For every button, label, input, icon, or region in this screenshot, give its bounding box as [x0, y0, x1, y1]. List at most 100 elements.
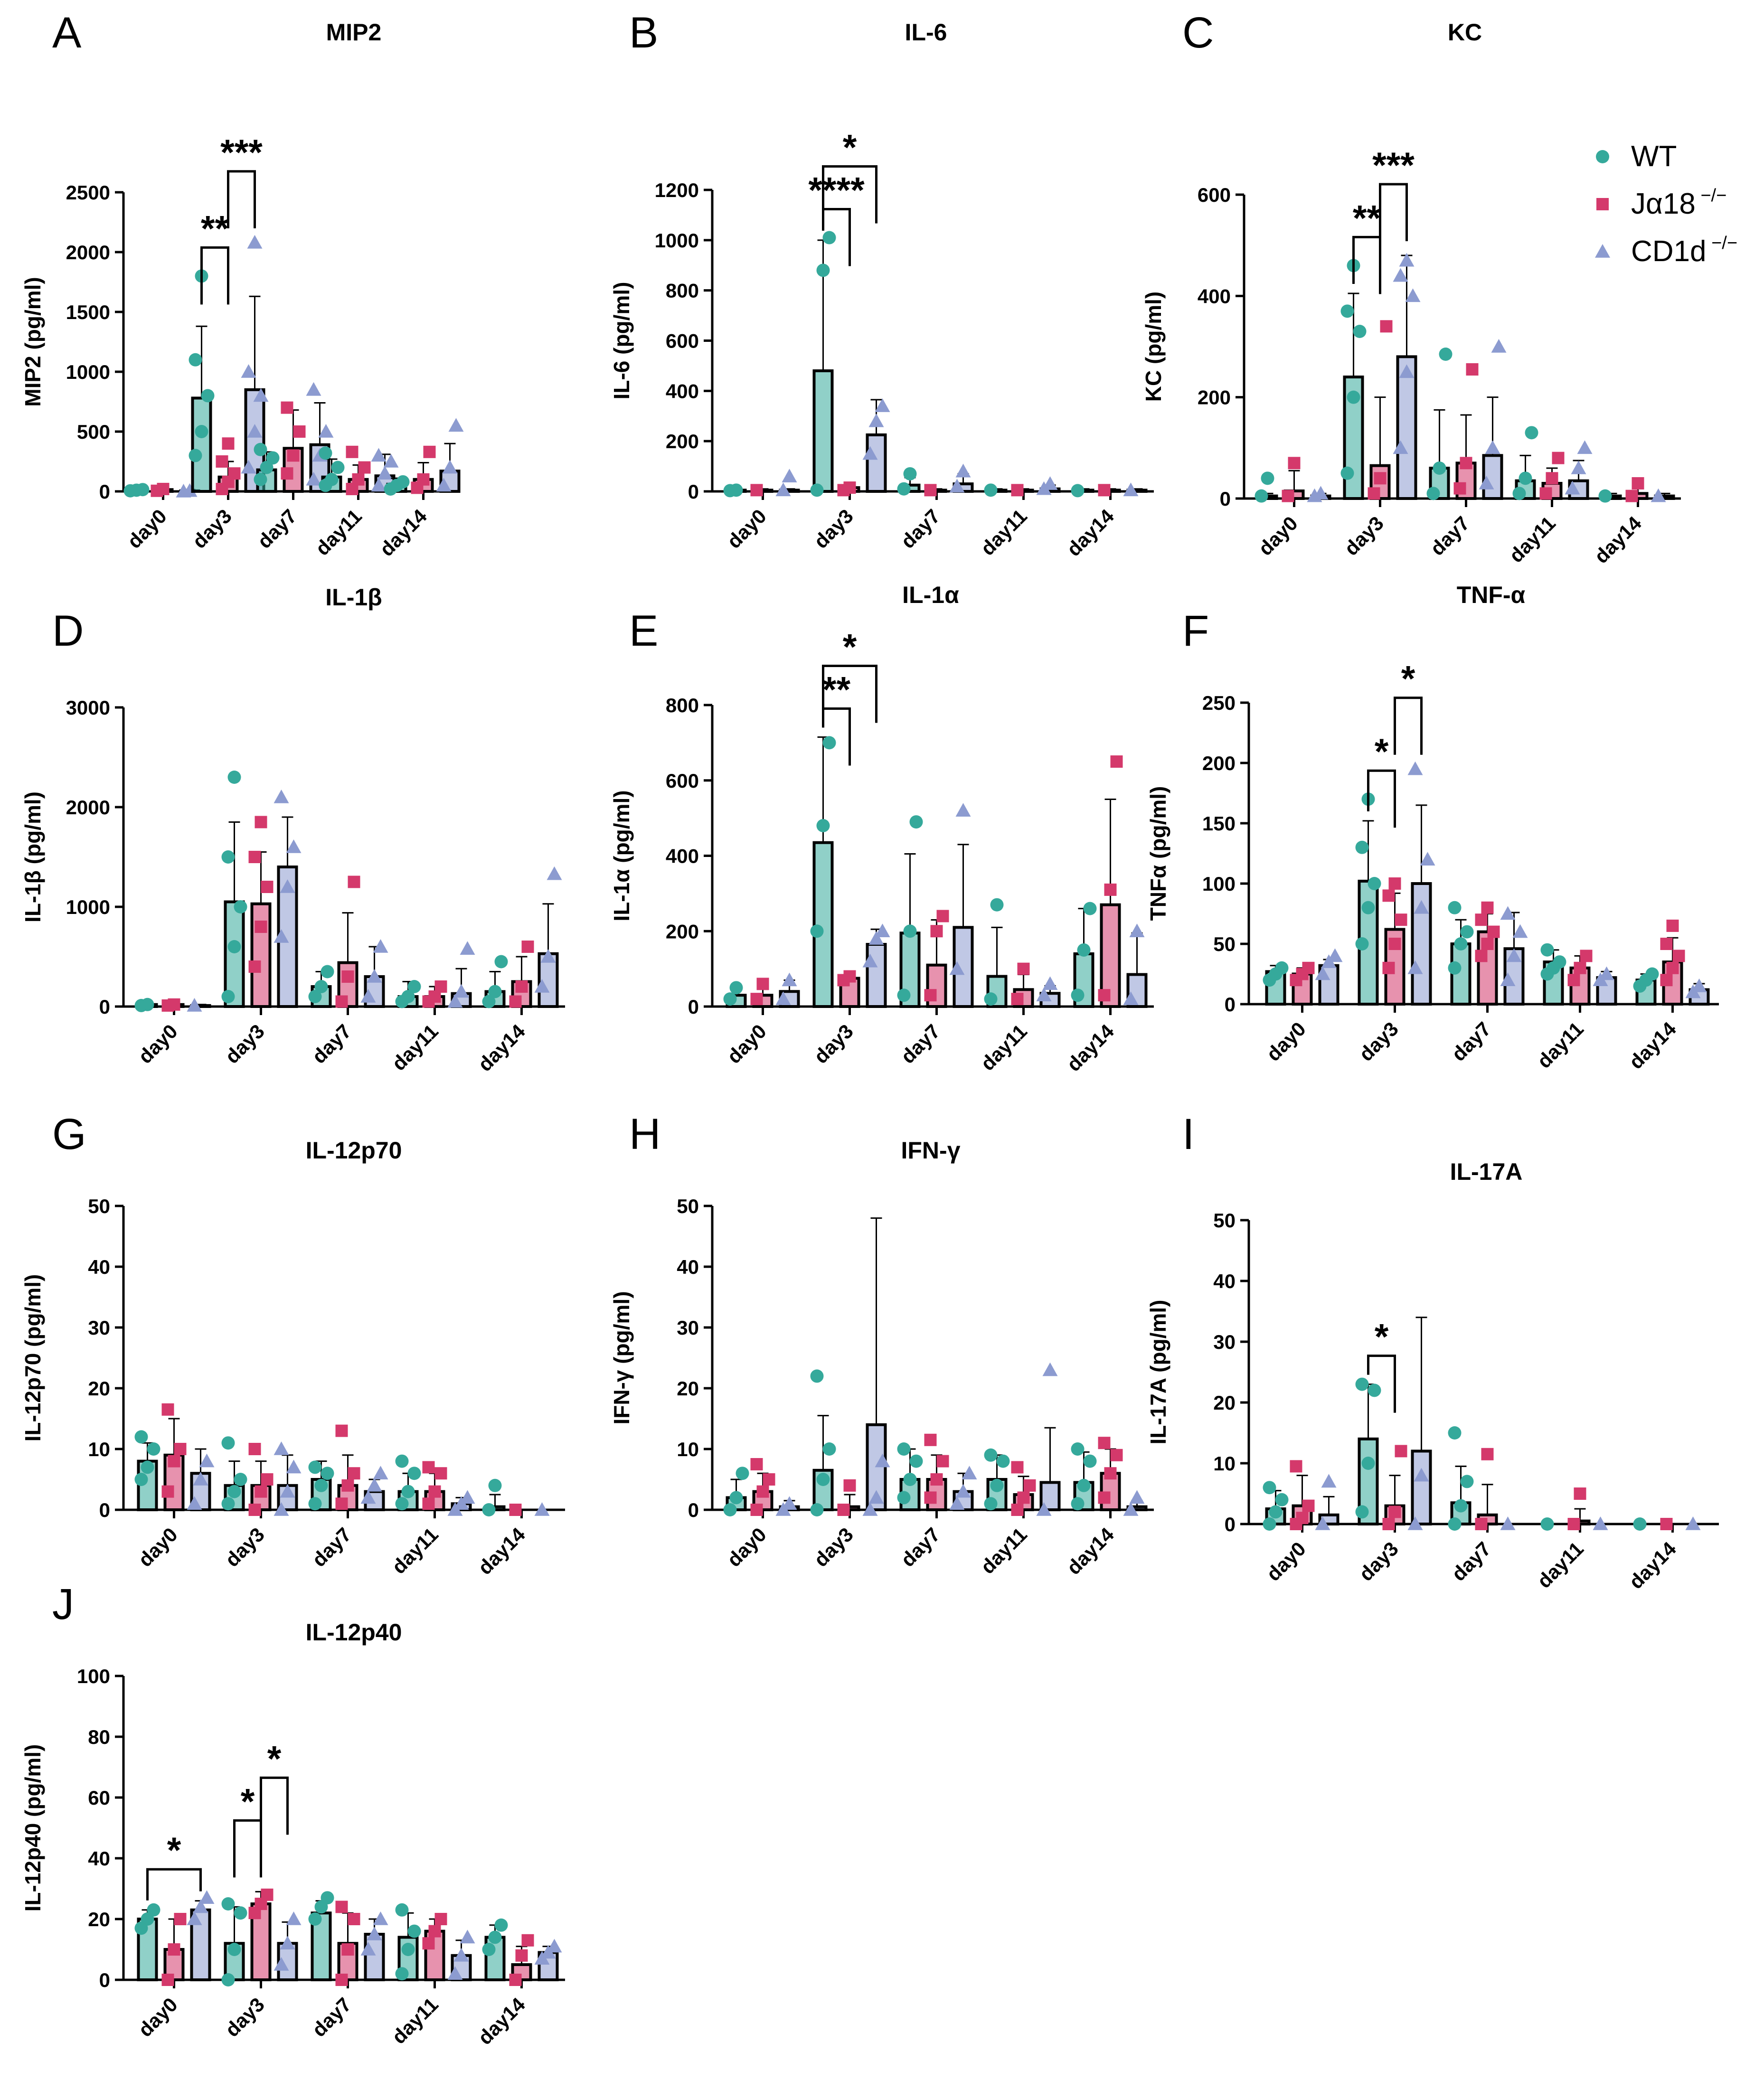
data-point	[1475, 950, 1488, 962]
data-point	[924, 1491, 937, 1504]
data-point	[1288, 457, 1301, 470]
data-point	[318, 424, 334, 438]
data-point	[875, 398, 890, 412]
data-point	[488, 1930, 502, 1944]
data-point	[141, 998, 154, 1011]
data-point	[195, 425, 208, 438]
x-tick-label: day0	[123, 505, 171, 553]
bar-e-day7-s1	[926, 963, 947, 1008]
data-point	[241, 460, 256, 474]
data-point	[1574, 1487, 1586, 1500]
data-point	[862, 953, 878, 968]
data-point	[247, 424, 263, 438]
data-point	[1355, 937, 1369, 951]
significance-label: **	[201, 208, 229, 249]
data-point	[1380, 320, 1393, 333]
data-point	[1500, 906, 1516, 920]
x-tick-label: day3	[1355, 1017, 1403, 1065]
data-point	[1263, 1481, 1276, 1495]
data-point	[1042, 976, 1058, 990]
y-tick-label: 400	[666, 380, 699, 402]
data-point	[1263, 1517, 1276, 1531]
data-point	[341, 1943, 354, 1956]
data-point	[1479, 476, 1494, 489]
panel-i: I IL-17A IL-17A (pg/ml) 0 10 20 30 40 50 day0 day3…	[1146, 1110, 1719, 1593]
data-point	[241, 364, 256, 378]
data-point	[422, 1461, 435, 1474]
panel-letter: G	[52, 1110, 86, 1158]
significance-label: *	[843, 627, 857, 667]
data-point	[346, 445, 358, 458]
data-point	[903, 467, 917, 480]
data-point	[168, 1943, 180, 1956]
y-tick-label: 0	[99, 1969, 110, 1991]
data-point	[1275, 961, 1289, 975]
data-point	[521, 1934, 534, 1947]
data-point	[1660, 974, 1673, 987]
data-point	[1580, 950, 1593, 962]
data-point	[955, 1484, 971, 1498]
data-point	[1011, 993, 1024, 1006]
significance-bracket	[1379, 183, 1408, 241]
data-point	[515, 980, 528, 993]
data-point	[949, 961, 965, 975]
data-point	[756, 1485, 769, 1498]
chart-title: IL-6	[905, 19, 947, 46]
data-point	[248, 1504, 261, 1516]
data-point	[1500, 972, 1516, 986]
data-point	[1302, 961, 1315, 974]
data-point	[358, 461, 371, 474]
y-tick-label: 250	[1202, 692, 1236, 714]
y-tick-label: 40	[88, 1847, 110, 1870]
data-point	[729, 1491, 743, 1505]
data-point	[1355, 840, 1369, 854]
data-point	[1083, 902, 1097, 915]
data-point	[949, 479, 965, 493]
data-point	[1269, 1505, 1283, 1519]
data-point	[1491, 339, 1507, 353]
data-point	[1098, 484, 1111, 497]
data-point	[314, 980, 328, 993]
data-point	[843, 481, 856, 494]
significance-label: ***	[220, 132, 263, 173]
data-point	[401, 1485, 415, 1498]
data-point	[1296, 1512, 1309, 1525]
x-tick-label: day3	[810, 1523, 858, 1571]
data-point	[1448, 901, 1462, 914]
data-point	[266, 451, 280, 465]
data-point	[1414, 1468, 1429, 1482]
x-tick-label: day0	[134, 1523, 182, 1571]
x-tick-label: day11	[976, 505, 1031, 560]
data-point	[862, 446, 878, 460]
data-point	[248, 960, 261, 973]
y-tick-label: 30	[88, 1317, 110, 1339]
data-point	[442, 460, 458, 474]
data-point	[373, 939, 388, 953]
data-point	[810, 483, 824, 497]
y-tick-label: 60	[88, 1787, 110, 1809]
bar-h-day11-s2	[1039, 1481, 1061, 1511]
panel-b: B IL-6 IL-6 (pg/ml) 0 200 400 600 800 1000 1200 da…	[609, 9, 1154, 561]
data-point	[1098, 989, 1111, 1002]
data-point	[187, 1911, 202, 1925]
x-tick-label: day7	[1426, 512, 1474, 560]
data-point	[253, 388, 269, 402]
data-point	[281, 401, 293, 414]
y-tick-label: 400	[666, 845, 699, 867]
data-point	[255, 1485, 267, 1498]
data-point	[161, 1974, 174, 1986]
data-point	[407, 1467, 421, 1480]
significance-bracket	[1394, 696, 1423, 755]
data-point	[1519, 471, 1532, 485]
chart-title: IL-1α	[902, 582, 959, 608]
data-point	[367, 1927, 382, 1940]
data-point	[335, 1974, 348, 1986]
bar-j-day7-s2	[364, 1933, 385, 1981]
significance-label: *	[1401, 659, 1415, 699]
data-point	[234, 1906, 247, 1920]
data-point	[984, 992, 998, 1006]
y-tick-label: 20	[1213, 1392, 1236, 1414]
data-point	[134, 1430, 148, 1444]
data-point	[1466, 363, 1479, 376]
data-point	[1540, 943, 1554, 957]
